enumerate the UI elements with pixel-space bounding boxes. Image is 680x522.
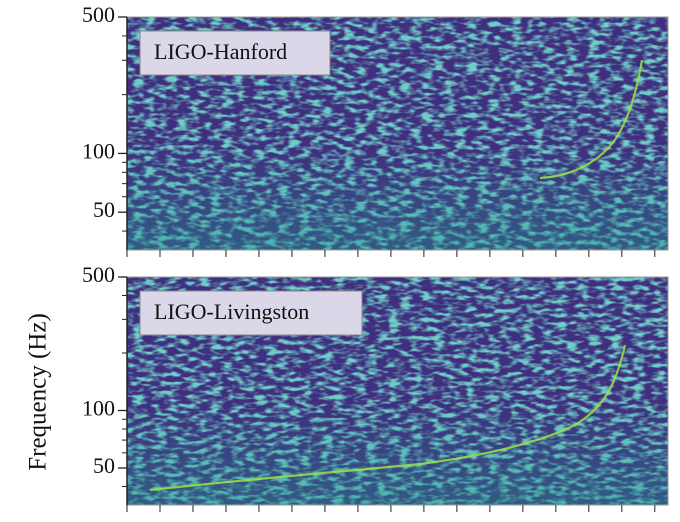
y-tick-label: 50: [93, 197, 115, 222]
y-tick-label: 100: [82, 138, 115, 163]
chirp-track: [149, 344, 627, 492]
panel: 50 100 500 LIGO-Hanford: [82, 2, 669, 257]
panel-label: LIGO-Livingston: [154, 299, 309, 324]
panel: 50 100 500 LIGO-Livingston Frequency (Hz): [25, 262, 669, 512]
label-box: [139, 290, 363, 336]
y-tick-label: 50: [93, 453, 115, 478]
panels: 50 100 500 LIGO-Hanford 50 100 500 LIGO-Livings…: [25, 2, 669, 512]
y-axis-label: Frequency (Hz): [25, 313, 52, 471]
label-box: [139, 30, 331, 76]
y-tick-label: 100: [82, 396, 115, 421]
chirp-track: [539, 59, 644, 180]
panel-label: LIGO-Hanford: [154, 39, 287, 64]
y-tick-label: 500: [82, 2, 115, 27]
y-tick-label: 500: [82, 262, 115, 287]
